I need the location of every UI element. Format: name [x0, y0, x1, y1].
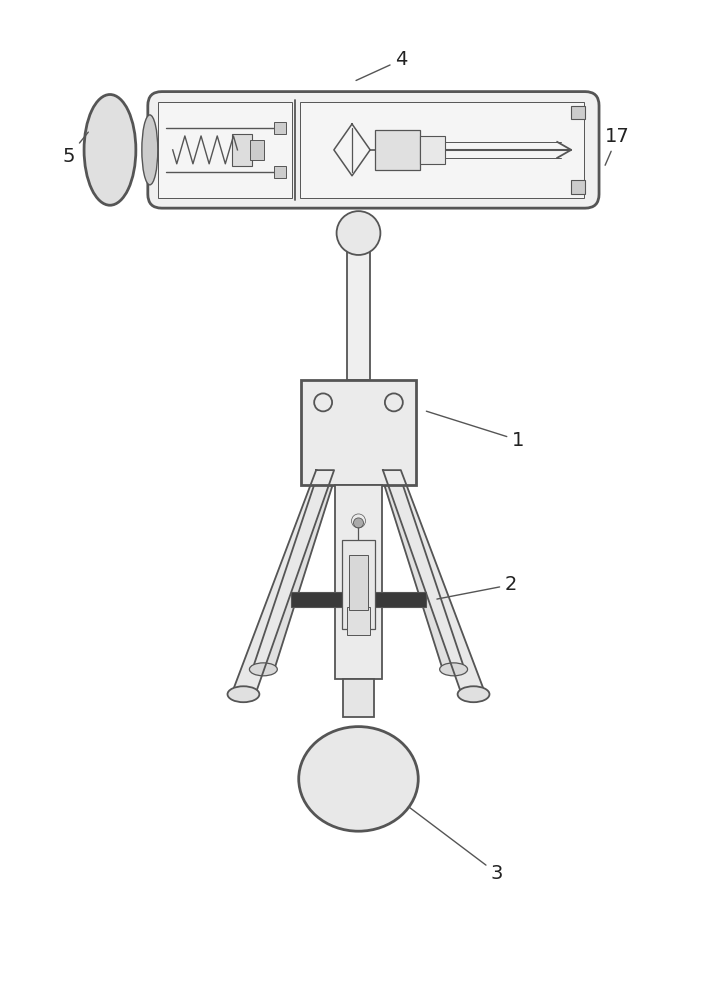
Ellipse shape — [84, 95, 136, 205]
Polygon shape — [375, 455, 464, 669]
Ellipse shape — [228, 686, 260, 702]
Text: 5: 5 — [63, 132, 88, 166]
Ellipse shape — [458, 686, 489, 702]
Bar — [291, 592, 426, 607]
Bar — [343, 679, 375, 717]
Text: 3: 3 — [409, 807, 503, 883]
Bar — [341, 540, 375, 629]
Bar — [375, 130, 420, 170]
Ellipse shape — [141, 115, 158, 185]
Bar — [274, 122, 287, 134]
Bar — [346, 250, 370, 380]
Circle shape — [336, 211, 380, 255]
Bar — [232, 134, 252, 166]
Ellipse shape — [439, 663, 468, 676]
Ellipse shape — [299, 727, 418, 831]
Bar — [274, 166, 287, 178]
Bar — [335, 485, 383, 679]
Bar — [301, 380, 416, 485]
Ellipse shape — [250, 663, 277, 676]
Text: 2: 2 — [437, 575, 518, 599]
FancyBboxPatch shape — [148, 92, 599, 208]
Polygon shape — [383, 470, 486, 694]
Bar — [250, 140, 264, 160]
Bar — [158, 102, 292, 198]
Bar — [346, 607, 370, 635]
Bar — [571, 180, 585, 194]
Text: 1: 1 — [427, 411, 525, 450]
Text: 17: 17 — [605, 127, 630, 165]
Polygon shape — [232, 470, 334, 694]
Text: 4: 4 — [356, 50, 407, 80]
Bar — [571, 106, 585, 119]
Bar — [348, 555, 368, 610]
Bar — [420, 136, 445, 164]
Polygon shape — [252, 455, 342, 669]
Bar — [300, 102, 584, 198]
Circle shape — [353, 518, 363, 528]
